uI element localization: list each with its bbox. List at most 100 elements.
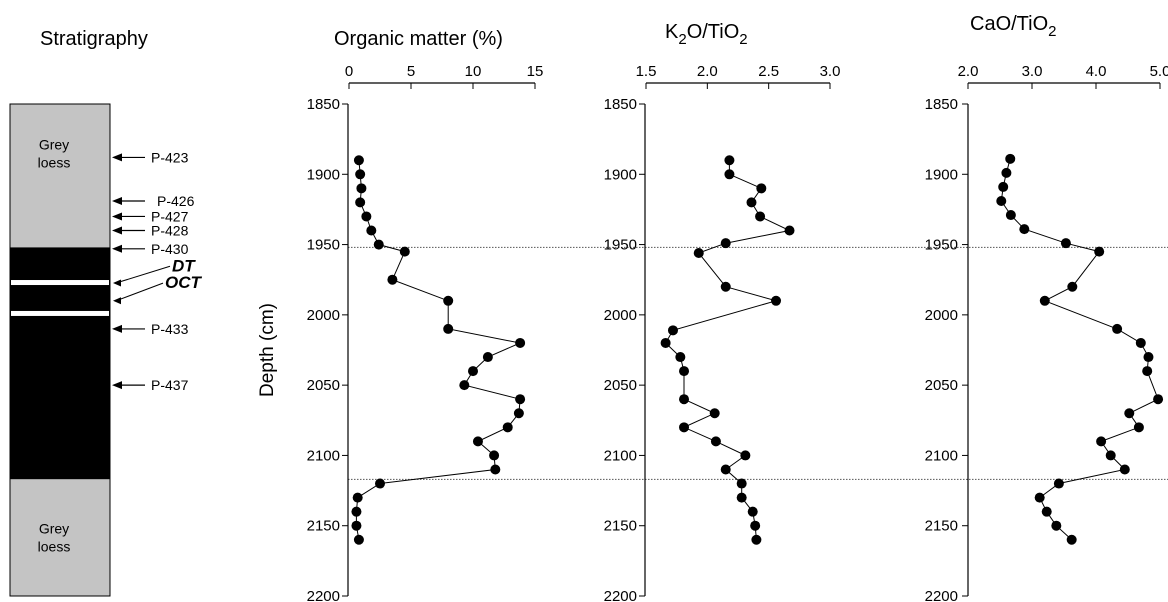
x-tick-label: 2.0 bbox=[958, 63, 979, 80]
y-tick-label: 2200 bbox=[604, 588, 637, 602]
x-tick-label: 5 bbox=[407, 63, 415, 80]
data-point bbox=[1119, 464, 1130, 475]
data-point bbox=[482, 352, 493, 363]
data-point bbox=[1001, 167, 1012, 178]
data-point bbox=[998, 181, 1009, 192]
x-tick-label: 0 bbox=[345, 63, 353, 80]
data-point bbox=[1067, 281, 1078, 292]
y-axis-label: Depth (cm) bbox=[257, 303, 278, 397]
data-point bbox=[1051, 520, 1062, 531]
sample-label-p-428: P-428 bbox=[151, 223, 189, 239]
y-tick-label: 1950 bbox=[604, 237, 637, 254]
data-point bbox=[399, 246, 410, 257]
data-point bbox=[1060, 238, 1071, 249]
data-point bbox=[740, 450, 751, 461]
x-tick-label: 2.5 bbox=[758, 63, 779, 80]
data-point bbox=[351, 506, 362, 517]
data-point bbox=[459, 380, 470, 391]
y-tick-label: 1900 bbox=[925, 166, 958, 183]
data-point bbox=[361, 211, 372, 222]
y-tick-label: 2000 bbox=[604, 307, 637, 324]
data-point bbox=[355, 169, 366, 180]
data-point bbox=[1135, 337, 1146, 348]
data-point bbox=[366, 225, 377, 236]
data-point bbox=[1105, 450, 1116, 461]
data-point bbox=[515, 394, 526, 405]
data-point bbox=[351, 520, 362, 531]
arrow-head bbox=[112, 212, 122, 221]
x-tick-label: 3.0 bbox=[1022, 63, 1043, 80]
data-point bbox=[443, 323, 454, 334]
y-tick-label: 1900 bbox=[307, 166, 340, 183]
data-point bbox=[375, 478, 385, 489]
data-point bbox=[996, 195, 1007, 206]
x-tick-label: 1.5 bbox=[636, 63, 657, 80]
data-point bbox=[710, 436, 721, 447]
y-tick-label: 2000 bbox=[307, 307, 340, 324]
y-tick-label: 2200 bbox=[925, 588, 958, 602]
y-tick-label: 2150 bbox=[307, 518, 340, 535]
unit-boundaries bbox=[348, 246, 1168, 480]
tephra-pointer bbox=[115, 282, 164, 302]
strat-unit-0 bbox=[10, 104, 110, 248]
data-point bbox=[724, 155, 735, 166]
data-point bbox=[515, 337, 526, 348]
stratigraphy-column: Grey loess Ice wedge cast sediments? Grey loes… bbox=[9, 103, 203, 597]
data-point bbox=[1133, 422, 1144, 433]
data-point bbox=[755, 211, 766, 222]
data-point bbox=[356, 183, 367, 194]
data-point bbox=[1005, 153, 1016, 164]
data-point bbox=[750, 520, 761, 531]
organic-matter-title: Organic matter (%) bbox=[334, 28, 503, 50]
x-tick-label: 15 bbox=[527, 63, 544, 80]
strat-unit-label: sediments? bbox=[19, 374, 97, 390]
data-point bbox=[720, 464, 731, 475]
data-point bbox=[472, 436, 483, 447]
k2o-tio2-panel: 1850 1900 1950 2000 2050 2100 2150 2200 1.5 2.0 2.… bbox=[604, 63, 841, 602]
data-point bbox=[679, 422, 690, 433]
data-point bbox=[667, 325, 678, 336]
data-point bbox=[1039, 295, 1050, 306]
data-point bbox=[751, 534, 762, 545]
y-tick-label: 1900 bbox=[604, 166, 637, 183]
strat-unit-label: Ice wedge bbox=[19, 338, 86, 354]
data-point bbox=[353, 155, 364, 166]
y-tick-label: 2200 bbox=[307, 588, 340, 602]
data-point bbox=[679, 394, 690, 405]
y-tick-label: 1850 bbox=[925, 96, 958, 113]
y-tick-label: 2000 bbox=[925, 307, 958, 324]
cao-tio2-title: CaO/TiO2 bbox=[970, 13, 1057, 40]
data-point bbox=[387, 274, 398, 285]
strat-unit-2 bbox=[10, 479, 110, 596]
x-tick-label: 4.0 bbox=[1086, 63, 1107, 80]
data-point bbox=[355, 197, 366, 208]
strat-unit-1 bbox=[10, 247, 110, 480]
data-point bbox=[736, 492, 747, 503]
x-tick-label: 3.0 bbox=[820, 63, 841, 80]
data-point bbox=[1019, 224, 1030, 235]
arrow-head bbox=[113, 297, 121, 305]
strat-unit-label: Grey bbox=[39, 137, 69, 153]
data-point bbox=[756, 183, 767, 194]
series-line bbox=[1000, 158, 1159, 541]
strat-unit-label: cast bbox=[19, 356, 47, 372]
data-point bbox=[784, 225, 795, 236]
data-point bbox=[693, 248, 704, 259]
data-point bbox=[468, 366, 478, 377]
y-tick-label: 2150 bbox=[604, 518, 637, 535]
tephra-label-dt: DT bbox=[172, 256, 196, 275]
sample-label-p-437: P-437 bbox=[151, 377, 189, 393]
data-point bbox=[660, 337, 671, 348]
data-point bbox=[513, 408, 524, 419]
y-tick-label: 1850 bbox=[604, 96, 637, 113]
data-point bbox=[1066, 534, 1077, 545]
tephra-label-oct: OCT bbox=[165, 273, 203, 292]
data-point bbox=[353, 534, 364, 545]
sample-label-p-426: P-426 bbox=[157, 193, 195, 209]
data-point bbox=[709, 408, 720, 419]
stratigraphy-title: Stratigraphy bbox=[40, 28, 148, 50]
data-point bbox=[1143, 352, 1154, 363]
y-tick-label: 2050 bbox=[604, 377, 637, 394]
arrow-head bbox=[112, 196, 122, 205]
